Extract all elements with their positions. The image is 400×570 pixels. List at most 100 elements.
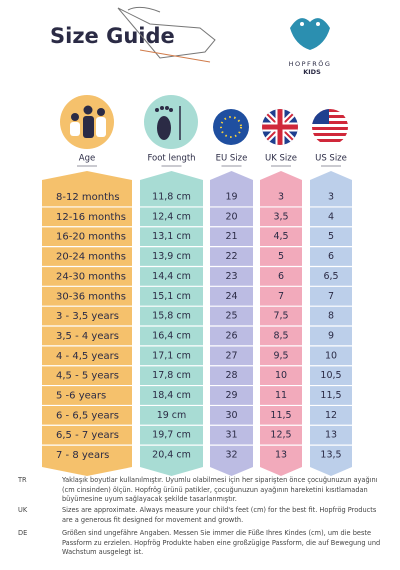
note: DE Größen sind ungefähre Angaben. Messen …	[18, 529, 382, 558]
cell: 15,8 cm	[152, 311, 191, 322]
cell: 13	[275, 450, 287, 461]
cell: 5	[278, 251, 284, 262]
cell: 10	[275, 370, 287, 381]
cell: 3 - 3,5 years	[56, 311, 119, 322]
note-text: Sizes are approximate. Always measure yo…	[62, 506, 377, 524]
cell: 3,5 - 4 years	[56, 331, 119, 342]
cell: 12-16 months	[56, 212, 126, 223]
logo-sub: KIDS	[303, 68, 321, 76]
cell: 7	[278, 291, 284, 302]
cell: 12,4 cm	[152, 211, 191, 222]
cell: 7	[328, 291, 334, 302]
column-header: EU Size	[216, 154, 248, 164]
cell: 6 - 6,5 years	[56, 410, 119, 421]
cell: 20,4 cm	[152, 450, 191, 461]
cell: 22	[225, 251, 237, 262]
uk-flag	[262, 109, 298, 145]
cell: 4 - 4,5 years	[56, 351, 119, 362]
cell: 20-24 months	[56, 252, 126, 263]
cell: 16-20 months	[56, 232, 126, 243]
cell: 6,5	[323, 271, 338, 282]
cell: 12,5	[270, 430, 291, 441]
cell: 29	[225, 390, 237, 401]
note: UK Sizes are approximate. Always measure …	[18, 506, 382, 525]
foot-icon	[144, 95, 198, 149]
cell: 13,5	[320, 450, 341, 461]
cell: 32	[225, 450, 237, 461]
cell: 19 cm	[157, 410, 187, 421]
measure-sketch	[117, 6, 216, 63]
column-band	[260, 171, 302, 477]
cell: 21	[225, 231, 237, 242]
note-code: UK	[18, 506, 28, 514]
cell: 25	[225, 311, 237, 322]
cell: 9	[328, 330, 334, 341]
column-band	[140, 171, 203, 477]
column-band	[210, 171, 253, 477]
cell: 15,1 cm	[152, 291, 191, 302]
note-text: Größen sind ungefähre Angaben. Messen Si…	[62, 529, 381, 557]
cell: 3,5	[273, 211, 288, 222]
column-header: Age	[79, 154, 95, 164]
cell: 10	[325, 350, 337, 361]
logo: HOPFRÖG KIDS	[289, 18, 332, 76]
cell: 16,4 cm	[152, 330, 191, 341]
cell: 27	[225, 350, 237, 361]
cell: 7 - 8 years	[56, 450, 109, 461]
cell: 8,5	[273, 330, 288, 341]
cell: 13,9 cm	[152, 251, 191, 262]
cell: 24-30 months	[56, 271, 126, 282]
cell: 3	[278, 192, 284, 203]
cell: 4	[328, 211, 334, 222]
cell: 28	[225, 370, 237, 381]
cell: 8-12 months	[56, 192, 120, 203]
cell: 12	[325, 410, 337, 421]
cell: 4,5 - 5 years	[56, 371, 119, 382]
cell: 23	[225, 271, 237, 282]
cell: 11	[275, 390, 287, 401]
cell: 9,5	[273, 350, 288, 361]
column-header: US Size	[315, 154, 347, 164]
cell: 6	[278, 271, 284, 282]
cell: 26	[225, 330, 237, 341]
cell: 18,4 cm	[152, 390, 191, 401]
cell: 13,1 cm	[152, 231, 191, 242]
cell: 8	[328, 311, 334, 322]
eu-flag	[213, 109, 249, 145]
column-band	[310, 171, 352, 477]
cell: 11,5	[270, 410, 291, 421]
cell: 19	[225, 192, 237, 203]
cell: 24	[225, 291, 237, 302]
cell: 3	[328, 192, 334, 203]
note-text: Yaklaşık boyutlar kullanılmıştır. Uyumlu…	[62, 476, 378, 504]
cell: 5	[328, 231, 334, 242]
cell: 11,5	[320, 390, 341, 401]
cell: 6	[328, 251, 334, 262]
size-table: Age 8-12 months 12-16 months 16-20 months 20…	[42, 154, 352, 477]
cell: 4,5	[273, 231, 288, 242]
cell: 17,1 cm	[152, 350, 191, 361]
cell: 13	[325, 430, 337, 441]
age-icon	[60, 95, 114, 149]
note: TR Yaklaşık boyutlar kullanılmıştır. Uyum…	[18, 476, 382, 505]
cell: 19,7 cm	[152, 430, 191, 441]
cell: 31	[225, 430, 237, 441]
title: Size Guide	[50, 24, 175, 48]
column-header: UK Size	[265, 154, 297, 164]
note-code: TR	[18, 476, 27, 484]
column-band	[42, 171, 132, 477]
column-header: Foot length	[147, 154, 195, 164]
cell: 17,8 cm	[152, 370, 191, 381]
us-flag	[312, 109, 348, 145]
cell: 11,8 cm	[152, 192, 191, 203]
cell: 14,4 cm	[152, 271, 191, 282]
cell: 7,5	[273, 311, 288, 322]
cell: 10,5	[320, 370, 341, 381]
note-code: DE	[18, 529, 28, 537]
cell: 30	[225, 410, 237, 421]
logo-name: HOPFRÖG	[289, 59, 332, 68]
cell: 30-36 months	[56, 291, 126, 302]
cell: 6,5 - 7 years	[56, 430, 119, 441]
